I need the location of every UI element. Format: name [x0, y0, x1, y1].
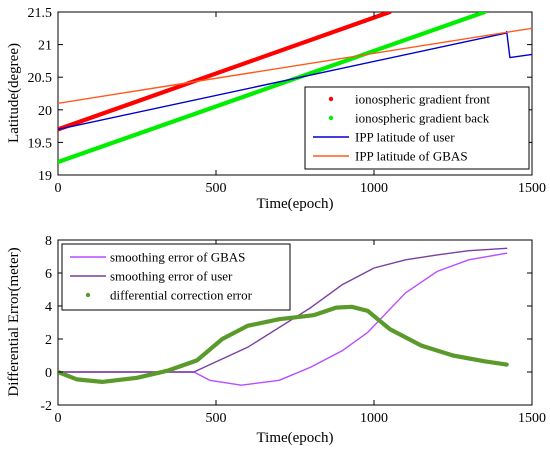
legend-label-1: smoothing error of GBAS: [110, 250, 245, 265]
bottom-series-group: [58, 247, 509, 386]
top-series-group: [58, 12, 532, 165]
bottom-y-axis-label: Differential Error(meter): [6, 247, 22, 396]
x-tick-label: 1500: [518, 181, 546, 196]
top-legend: ionospheric gradient front ionospheric gr…: [304, 86, 530, 170]
legend-marker-1: [328, 96, 334, 102]
series-line-1: [58, 252, 508, 386]
legend-label-2: ionospheric gradient back: [355, 111, 490, 126]
legend-label-2: smoothing error of user: [110, 269, 233, 284]
top-x-axis-label: Time(epoch): [257, 196, 334, 212]
y-tick-label: 2: [45, 333, 52, 348]
series-line-4: [58, 27, 532, 105]
legend-marker-2: [328, 115, 334, 121]
legend-label-4: IPP latitude of GBAS: [355, 149, 468, 164]
y-tick-label: 6: [45, 267, 52, 282]
x-tick-label: 1000: [360, 411, 388, 426]
x-tick-label: 500: [206, 181, 227, 196]
y-tick-label: 20.5: [28, 71, 53, 86]
top-legend-items: ionospheric gradient front ionospheric gr…: [313, 92, 490, 164]
x-tick-label: 0: [55, 181, 62, 196]
y-tick-label: 19: [38, 169, 52, 184]
y-tick-label: 8: [45, 234, 52, 249]
legend-marker-3: [85, 292, 91, 298]
x-tick-label: 1500: [518, 411, 546, 426]
top-ticks-group: 0 500 1000 1500 19 19.5 20 20.5 21 21.5: [28, 6, 547, 196]
y-tick-label: 0: [45, 366, 52, 381]
y-tick-label: -2: [40, 399, 52, 414]
bottom-legend-box: [61, 243, 291, 311]
legend-label-3: IPP latitude of user: [355, 130, 455, 145]
x-tick-label: 500: [206, 411, 227, 426]
series-line-2: [58, 247, 508, 373]
bottom-legend-items: smoothing error of GBAS smoothing error o…: [70, 250, 253, 303]
y-tick-label: 21: [38, 39, 52, 54]
series-line-1: [58, 12, 392, 132]
bottom-x-axis-label: Time(epoch): [257, 430, 334, 446]
y-tick-label: 21.5: [28, 6, 53, 21]
y-tick-label: 20: [38, 104, 52, 119]
bottom-legend: smoothing error of GBAS smoothing error o…: [61, 243, 291, 311]
series-line-3: [58, 304, 509, 384]
legend-label-1: ionospheric gradient front: [355, 92, 490, 107]
x-tick-label: 0: [55, 411, 62, 426]
top-chart: 0 500 1000 1500 19 19.5 20 20.5 21 21.5 Time(epoc…: [6, 6, 546, 212]
series-line-2: [58, 12, 487, 165]
top-y-axis-label: Latitude(degree): [6, 43, 22, 143]
legend-label-3: differential correction error: [110, 288, 253, 303]
x-tick-label: 1000: [360, 181, 388, 196]
y-tick-label: 19.5: [28, 136, 53, 151]
y-tick-label: 4: [45, 300, 52, 315]
